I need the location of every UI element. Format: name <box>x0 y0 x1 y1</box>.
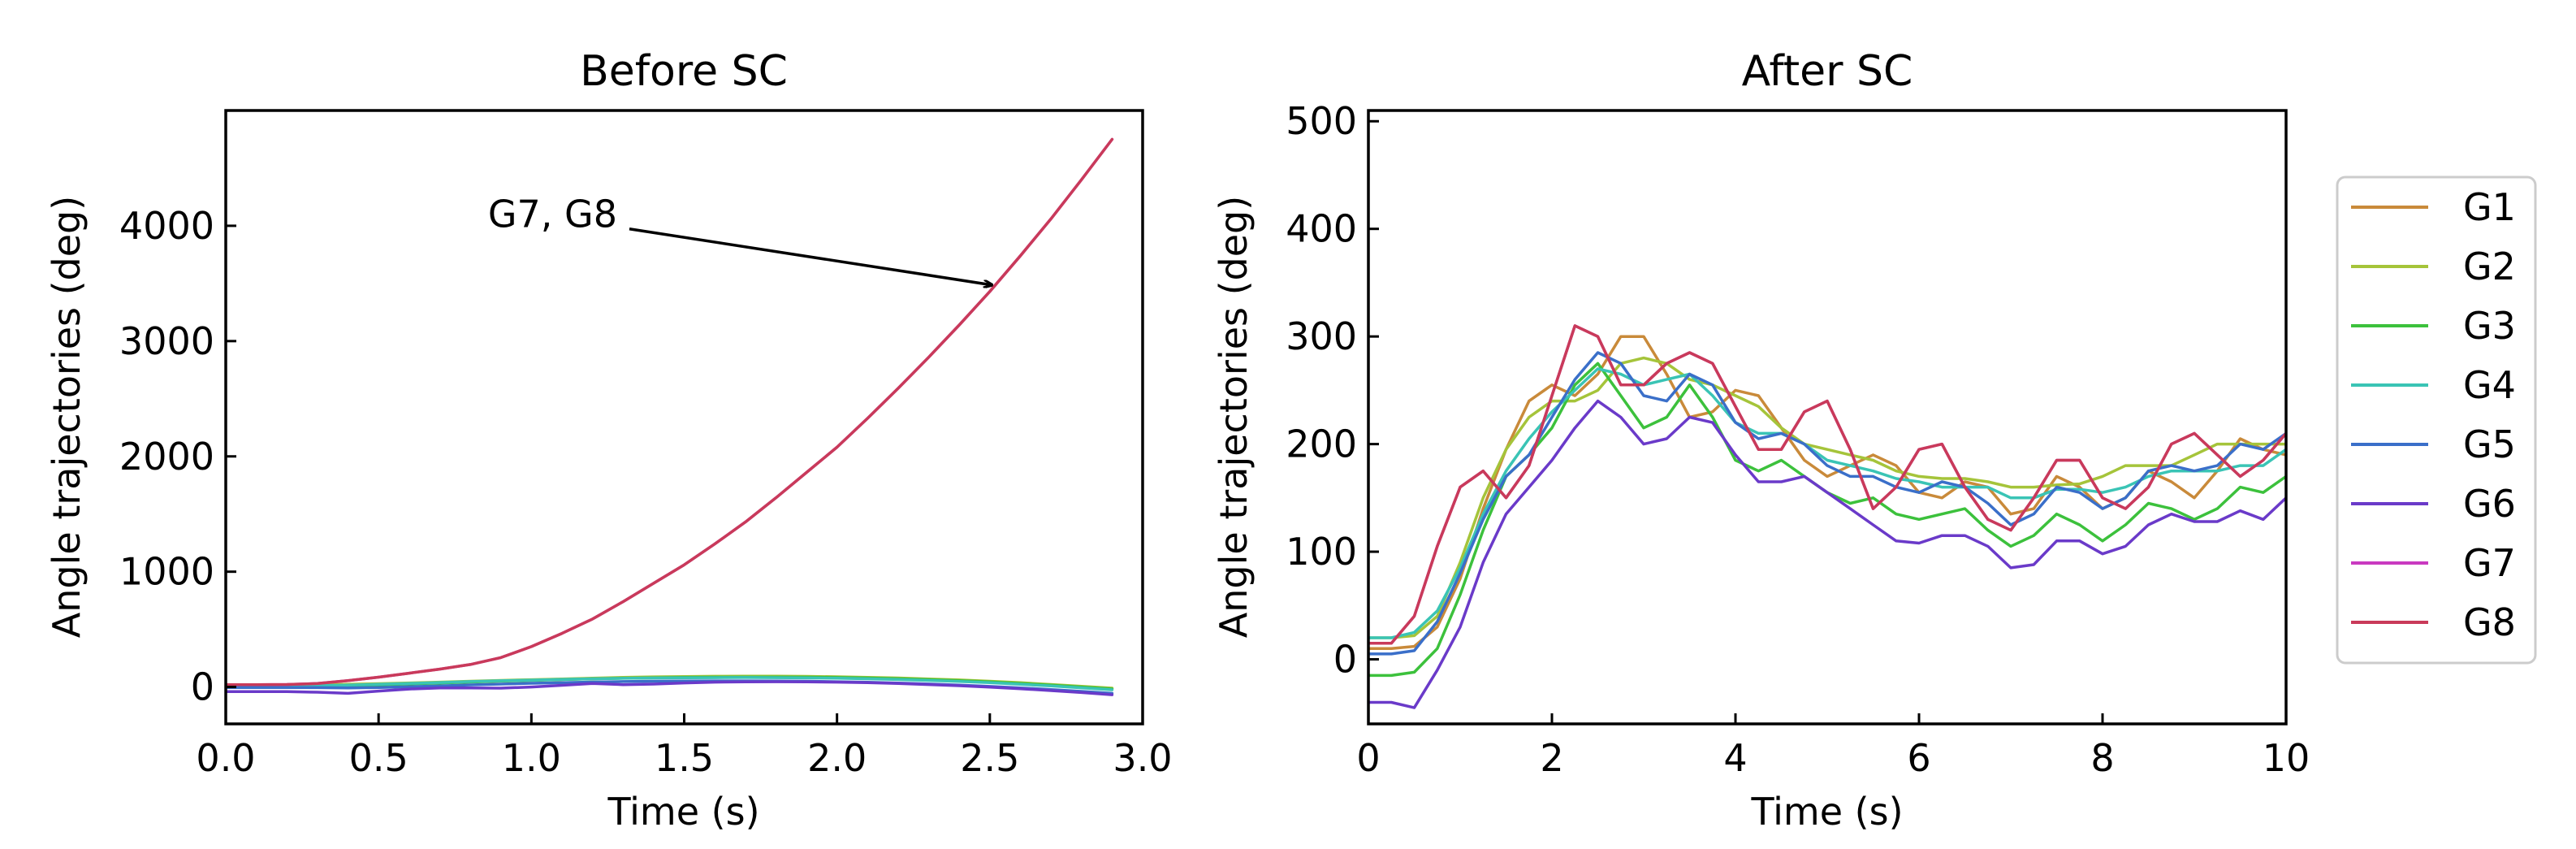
chart-before-sc: Before SC 0.0 0.5 1.0 1.5 2.0 2.5 3.0 0 1000 200… <box>45 47 1173 834</box>
x-tick-label: 0.5 <box>349 736 408 780</box>
y-axis-label: Angle trajectories (deg) <box>1212 196 1256 638</box>
chart-after-sc: After SC 0 2 4 6 8 10 0 100 200 300 400 500 Time (… <box>1212 47 2310 834</box>
series-line-g3 <box>1368 362 2286 678</box>
y-tick-label: 3000 <box>119 319 214 363</box>
y-tick-label: 0 <box>1333 638 1357 682</box>
x-tick-label: 10 <box>2263 736 2310 780</box>
y-tick-label: 400 <box>1286 207 1357 251</box>
x-axis-label: Time (s) <box>1750 790 1903 834</box>
legend-label-g1: G1 <box>2463 185 2516 229</box>
x-tick-label: 1.5 <box>655 736 714 780</box>
y-tick-label: 1000 <box>119 550 214 594</box>
y-axis-label: Angle trajectories (deg) <box>45 196 89 638</box>
x-tick-label: 8 <box>2090 736 2114 780</box>
x-tick-label: 0 <box>1356 736 1380 780</box>
series-lines <box>226 137 1114 696</box>
x-tick-label: 6 <box>1907 736 1930 780</box>
series-line-g4 <box>1368 367 2286 639</box>
legend-label-g8: G8 <box>2463 600 2516 644</box>
x-axis-label: Time (s) <box>607 790 759 834</box>
plot-frame <box>224 109 1144 726</box>
series-line-g6 <box>226 680 1114 696</box>
x-axis-ticks: 0 2 4 6 8 10 <box>1356 713 2310 780</box>
legend-items: G1 G2 G3 G4 G5 G6 G7 G8 <box>2351 185 2516 644</box>
x-tick-label: 2.0 <box>807 736 867 780</box>
series-lines <box>1368 324 2286 709</box>
series-line-g6 <box>1368 399 2286 709</box>
x-tick-label: 1.0 <box>502 736 561 780</box>
legend: G1 G2 G3 G4 G5 G6 G7 G8 <box>2336 175 2537 665</box>
y-tick-label: 200 <box>1286 422 1357 466</box>
y-tick-label: 100 <box>1286 530 1357 574</box>
legend-label-g7: G7 <box>2463 541 2516 585</box>
series-line-g2 <box>1368 356 2286 639</box>
series-line-g7 <box>226 137 1114 687</box>
x-tick-label: 2.5 <box>960 736 1019 780</box>
series-line-g8 <box>226 137 1114 687</box>
y-tick-label: 300 <box>1286 314 1357 358</box>
legend-label-g4: G4 <box>2463 363 2516 407</box>
x-axis-ticks: 0.0 0.5 1.0 1.5 2.0 2.5 3.0 <box>196 713 1173 780</box>
y-axis-ticks: 0 100 200 300 400 500 <box>1286 99 1379 682</box>
x-tick-label: 0.0 <box>196 736 255 780</box>
plot-frame <box>1367 109 2288 726</box>
y-tick-label: 0 <box>191 665 214 709</box>
legend-label-g2: G2 <box>2463 245 2516 288</box>
y-axis-ticks: 0 1000 2000 3000 4000 <box>119 204 236 709</box>
legend-box <box>2336 175 2537 665</box>
annotation-text: G7, G8 <box>488 193 617 236</box>
x-tick-label: 3.0 <box>1113 736 1172 780</box>
legend-label-g3: G3 <box>2463 304 2516 348</box>
annotation-arrow <box>629 227 992 285</box>
series-line-g5 <box>1368 351 2286 656</box>
chart-title: After SC <box>1742 47 1913 96</box>
x-tick-label: 4 <box>1723 736 1747 780</box>
legend-label-g5: G5 <box>2463 422 2516 466</box>
y-tick-label: 500 <box>1286 99 1357 143</box>
legend-label-g6: G6 <box>2463 482 2516 526</box>
chart-title: Before SC <box>580 47 788 96</box>
series-line-g4 <box>226 676 1114 691</box>
annotation-g7-g8: G7, G8 <box>488 193 992 285</box>
y-tick-label: 2000 <box>119 435 214 479</box>
y-tick-label: 4000 <box>119 204 214 248</box>
series-line-g8 <box>1368 324 2286 645</box>
x-tick-label: 2 <box>1540 736 1563 780</box>
